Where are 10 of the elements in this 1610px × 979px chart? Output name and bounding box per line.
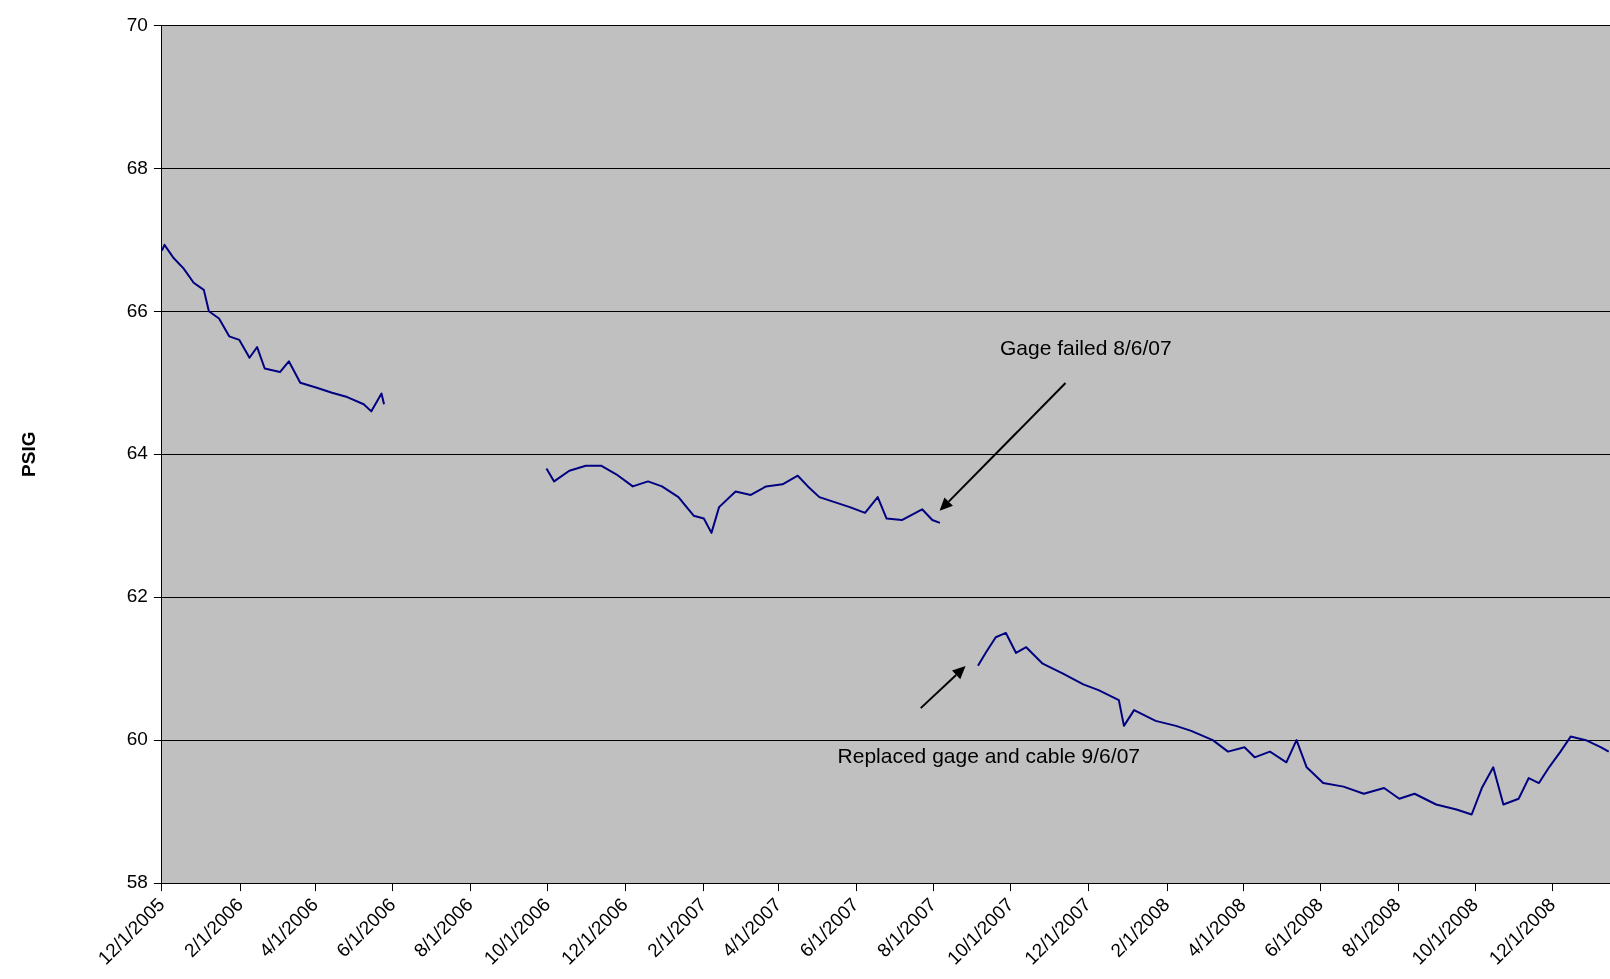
y-tick-label: 70 [126,13,148,35]
y-tick-label: 58 [126,871,148,893]
y-tick-label: 66 [126,299,148,321]
y-tick-label: 64 [126,442,149,464]
annotation: Gage failed 8/6/07 [999,335,1172,359]
y-axis-title: PSIG [17,431,39,477]
y-tick-label: 60 [126,728,148,750]
annotation: Replaced gage and cable 9/6/07 [837,743,1140,767]
y-tick-label: 68 [126,156,148,178]
y-tick-label: 62 [126,585,148,607]
